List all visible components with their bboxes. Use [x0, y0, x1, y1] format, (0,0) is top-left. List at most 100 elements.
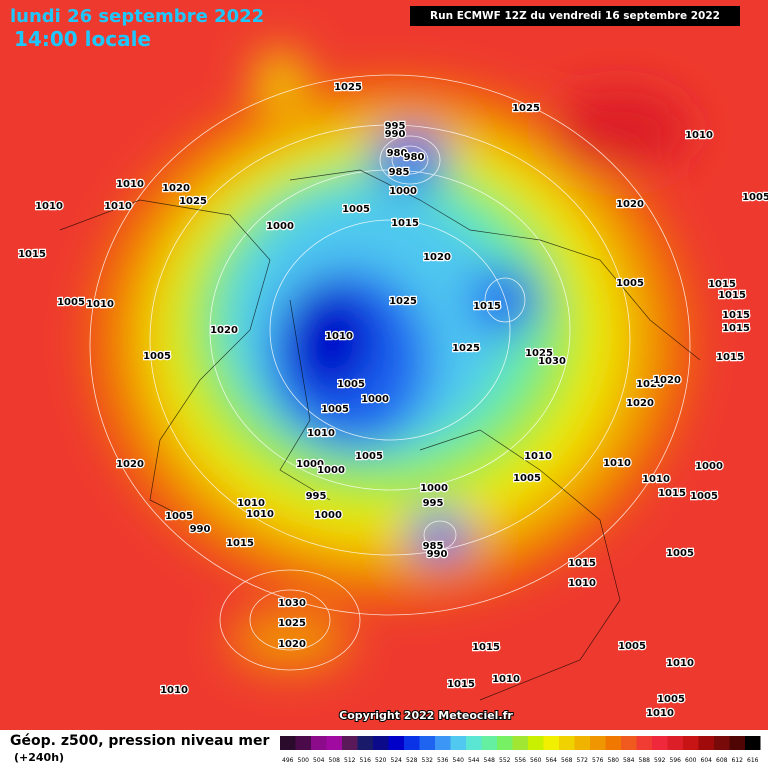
isobar-label: 1010 — [685, 130, 713, 141]
isobar-label: 995 — [423, 498, 444, 509]
isobar-label: 1015 — [722, 310, 750, 321]
isobar-label: 1010 — [325, 331, 353, 342]
isobar-label: 1005 — [618, 641, 646, 652]
isobar-label: 1020 — [653, 375, 681, 386]
colorbar-tick-label: 612 — [732, 757, 744, 764]
isobar-label: 1030 — [278, 598, 306, 609]
isobar-label: 1015 — [473, 301, 501, 312]
colorbar-swatch — [342, 736, 358, 750]
colorbar-swatch — [388, 736, 404, 750]
isobar-label: 1005 — [321, 404, 349, 415]
colorbar-tick-label: 592 — [654, 757, 666, 764]
isobar-label: 1020 — [278, 639, 306, 650]
colorbar-swatch — [466, 736, 482, 750]
colorbar-tick-label: 512 — [344, 757, 356, 764]
isobar-label: 1020 — [626, 398, 654, 409]
isobar-label: 1025 — [179, 196, 207, 207]
subtitle: 14:00 locale — [14, 27, 151, 51]
isobar-label: 1005 — [690, 491, 718, 502]
isobar-label: 1000 — [420, 483, 448, 494]
isobar-label: 1020 — [116, 459, 144, 470]
isobar-label: 1010 — [35, 201, 63, 212]
colorbar-swatch — [450, 736, 466, 750]
isobar-label: 1000 — [361, 394, 389, 405]
colorbar-tick-label: 560 — [530, 757, 542, 764]
colorbar-tick-label: 536 — [437, 757, 449, 764]
isobar-label: 995 — [306, 491, 327, 502]
colorbar-swatch — [652, 736, 668, 750]
colorbar-tick-label: 544 — [468, 757, 480, 764]
colorbar-tick-label: 556 — [515, 757, 527, 764]
colorbar-swatch — [512, 736, 528, 750]
colorbar-swatch — [357, 736, 373, 750]
colorbar-tick-label: 532 — [422, 757, 434, 764]
colorbar-tick-label: 568 — [561, 757, 573, 764]
colorbar-tick-label: 496 — [282, 757, 294, 764]
isobar-label: 1010 — [646, 708, 674, 719]
colorbar-tick-label: 576 — [592, 757, 604, 764]
isobar-label: 1000 — [296, 459, 324, 470]
isobar-label: 1015 — [718, 290, 746, 301]
isobar-label: 1030 — [538, 356, 566, 367]
isobar-label: 1005 — [337, 379, 365, 390]
isobar-label: 1010 — [237, 498, 265, 509]
colorbar-tick-label: 516 — [360, 757, 372, 764]
colorbar-tick-label: 524 — [391, 757, 403, 764]
isobar-label: 1015 — [18, 249, 46, 260]
colorbar-tick-label: 548 — [484, 757, 496, 764]
colorbar-swatch — [636, 736, 652, 750]
colorbar-swatch — [326, 736, 342, 750]
colorbar-swatch — [373, 736, 389, 750]
isobar-label: 1015 — [226, 538, 254, 549]
isobar-label: 1000 — [314, 510, 342, 521]
isobar-label: 1000 — [266, 221, 294, 232]
isobar-label: 1015 — [568, 558, 596, 569]
colorbar-swatch — [481, 736, 497, 750]
colorbar-swatch — [667, 736, 683, 750]
isobar-label: 990 — [385, 129, 406, 140]
isobar-label: 980 — [387, 148, 408, 159]
colorbar-swatch — [714, 736, 730, 750]
isobar-label: 1015 — [716, 352, 744, 363]
run-box — [410, 6, 740, 26]
isobar-label: 1010 — [492, 674, 520, 685]
colorbar-swatch — [698, 736, 714, 750]
colorbar-tick-label: 572 — [577, 757, 589, 764]
isobar-label: 1000 — [695, 461, 723, 472]
colorbar-tick-label: 600 — [685, 757, 697, 764]
isobar-label: 1020 — [162, 183, 190, 194]
isobar-label: 1010 — [86, 299, 114, 310]
colorbar: 496 500 504 508 512 516 520 524 528 532 536 540 544 5… — [280, 736, 761, 764]
isobar-label: 1025 — [512, 103, 540, 114]
colorbar-swatch — [574, 736, 590, 750]
isobar-label: 1005 — [666, 548, 694, 559]
isobar-label: 1015 — [391, 218, 419, 229]
colorbar-tick-label: 552 — [499, 757, 511, 764]
colorbar-tick-label: 616 — [747, 757, 759, 764]
isobar-label: 1010 — [642, 474, 670, 485]
isobar-label: 1010 — [568, 578, 596, 589]
map-label: Géop. z500, pression niveau mer — [10, 733, 269, 749]
isobar-label: 1005 — [355, 451, 383, 462]
isobar-label: 1010 — [104, 201, 132, 212]
colorbar-swatch — [745, 736, 761, 750]
isobar-label: 1015 — [708, 279, 736, 290]
isobar-label: 1020 — [423, 252, 451, 263]
colorbar-tick-label: 540 — [453, 757, 465, 764]
isobar-label: 1010 — [666, 658, 694, 669]
map-field — [0, 0, 768, 730]
isobar-label: 1025 — [334, 82, 362, 93]
title: lundi 26 septembre 2022 — [10, 6, 264, 27]
colorbar-swatch — [497, 736, 513, 750]
colorbar-swatch — [404, 736, 420, 750]
colorbar-tick-label: 604 — [701, 757, 713, 764]
isobar-label: 1020 — [636, 379, 664, 390]
isobar-label: 990 — [190, 524, 211, 535]
colorbar-tick-label: 500 — [298, 757, 310, 764]
isobar-label: 1020 — [616, 199, 644, 210]
isobar-label: 1025 — [389, 296, 417, 307]
colorbar-tick-label: 608 — [716, 757, 728, 764]
isobar-label: 1005 — [342, 204, 370, 215]
isobar-label: 1005 — [742, 192, 768, 203]
